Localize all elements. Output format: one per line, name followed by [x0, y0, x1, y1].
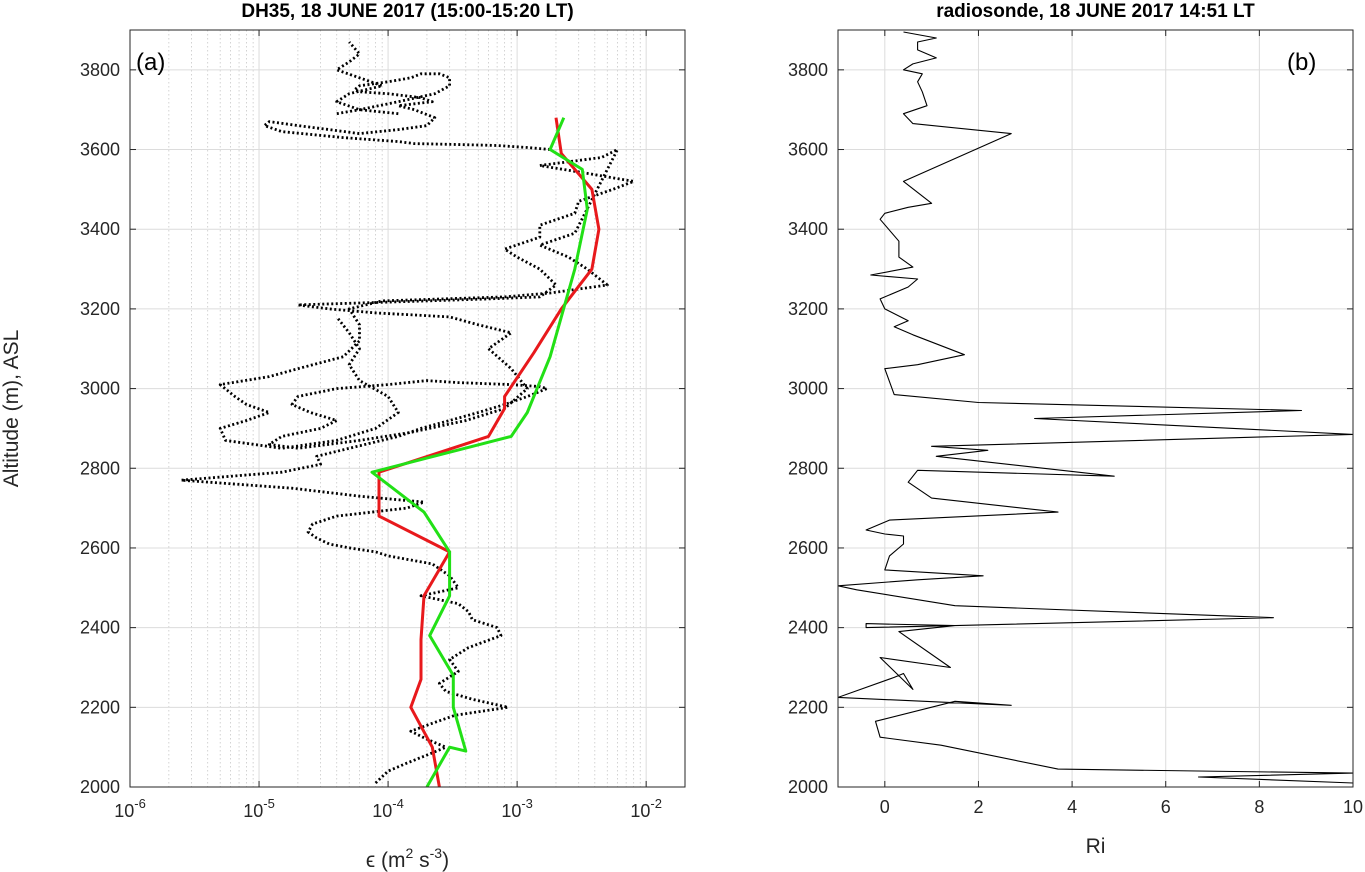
y-tick-label: 2200 — [788, 697, 828, 717]
x-tick-label: 10-4 — [372, 796, 404, 821]
y-tick-label: 2800 — [80, 458, 120, 478]
x-tick-label-base: 10 — [372, 801, 392, 821]
x-tick-label-base: 10 — [630, 801, 650, 821]
x-tick-label-exponent: -2 — [650, 796, 662, 811]
panel-label: (b) — [1287, 49, 1316, 76]
y-tick-label: 3600 — [80, 140, 120, 160]
panel-a: 10-6 10-5 10-4 10-3 10-220002200240026002800… — [0, 1, 686, 872]
x-axis-label: ϵ (m2 s-3) — [366, 845, 449, 872]
y-tick-label: 2000 — [80, 777, 120, 797]
y-tick-label: 2800 — [788, 458, 828, 478]
x-tick-label: 0 — [880, 797, 890, 817]
y-tick-label: 3400 — [80, 219, 120, 239]
y-tick-label: 3200 — [788, 299, 828, 319]
x-tick-label: 4 — [1067, 797, 1077, 817]
x-axis-label-part: ) — [442, 849, 449, 872]
y-tick-label: 2400 — [788, 618, 828, 638]
y-tick-label: 2400 — [80, 618, 120, 638]
series-line-1 — [179, 148, 636, 785]
x-axis-label-part: (m — [375, 849, 405, 872]
x-tick-label-exponent: -6 — [134, 796, 146, 811]
x-axis-label-part: -3 — [430, 845, 443, 861]
x-tick-label: 10-6 — [114, 796, 146, 821]
series-line-1 — [838, 31, 1353, 784]
x-tick-label-exponent: -5 — [263, 796, 275, 811]
x-tick-label: 10 — [1343, 797, 1363, 817]
y-tick-label: 3000 — [80, 379, 120, 399]
x-tick-label: 10-2 — [630, 796, 662, 821]
y-tick-label: 2600 — [80, 538, 120, 558]
x-axis-label-part: s — [413, 849, 429, 872]
x-tick-label: 2 — [973, 797, 983, 817]
series-line-3 — [335, 41, 399, 116]
axes-box — [129, 29, 686, 788]
data-layer — [838, 31, 1353, 784]
y-axis-label: Altitude (m), ASL — [0, 330, 23, 488]
x-tick-label: 8 — [1254, 797, 1264, 817]
x-tick-label: 6 — [1161, 797, 1171, 817]
y-tick-label: 2000 — [788, 777, 828, 797]
x-axis-label-part: ϵ — [366, 849, 375, 872]
x-axis-label-part: 2 — [406, 845, 414, 861]
plot-area — [838, 30, 1353, 787]
panel-label: (a) — [136, 49, 165, 76]
x-tick-label-exponent: -3 — [521, 796, 533, 811]
y-tick-label: 3400 — [788, 219, 828, 239]
y-tick-label: 2600 — [788, 538, 828, 558]
y-tick-label: 3800 — [80, 60, 120, 80]
y-tick-label: 3200 — [80, 299, 120, 319]
panel-b: 0 2 4 6 8 10 2000 2200 2400 2600 2800 3000 3200 3400 3… — [788, 1, 1363, 858]
green-series-line — [370, 117, 589, 787]
x-tick-label-base: 10 — [243, 801, 263, 821]
y-tick-label: 2200 — [80, 697, 120, 717]
y-tick-label: 3800 — [788, 60, 828, 80]
x-tick-label-base: 10 — [114, 801, 134, 821]
y-tick-label: 3600 — [788, 140, 828, 160]
x-tick-label: 10-3 — [501, 796, 533, 821]
x-tick-label-base: 10 — [501, 801, 521, 821]
axes-box — [837, 29, 1354, 788]
x-tick-label-exponent: -4 — [392, 796, 404, 811]
chart-title: DH35, 18 JUNE 2017 (15:00-15:20 LT) — [241, 1, 573, 22]
red-series-line — [377, 117, 601, 787]
chart-title: radiosonde, 18 JUNE 2017 14:51 LT — [936, 1, 1255, 22]
x-tick-label: 10-5 — [243, 796, 275, 821]
plot-area — [130, 30, 685, 787]
x-axis-label: Ri — [1086, 835, 1106, 858]
data-layer — [179, 41, 636, 787]
y-tick-label: 3000 — [788, 379, 828, 399]
